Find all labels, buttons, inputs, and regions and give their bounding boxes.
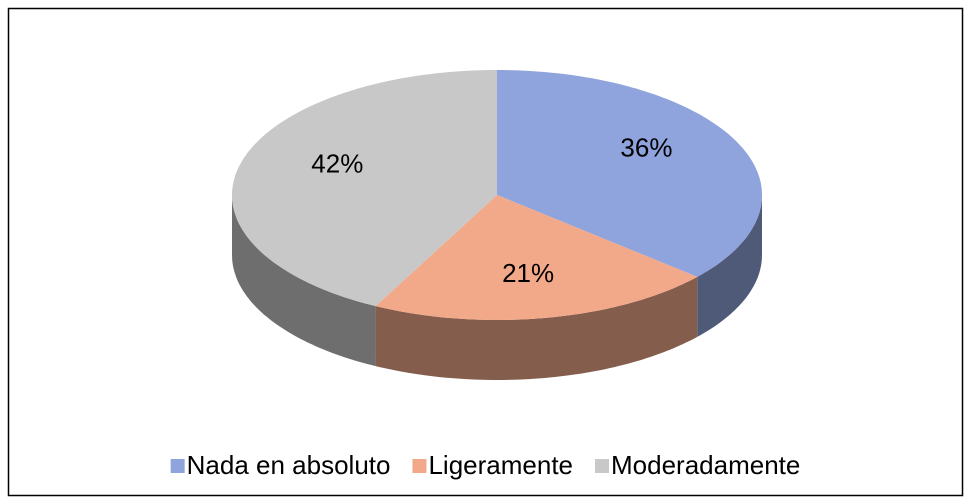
legend-swatch (170, 459, 185, 473)
pie-slice (375, 195, 698, 320)
pie-side (375, 276, 698, 380)
data-label: 42% (311, 149, 363, 179)
legend-label: Ligeramente (428, 450, 573, 480)
pie-slice (497, 70, 762, 277)
data-label: 21% (502, 258, 554, 288)
legend-swatch (595, 459, 610, 473)
pie-side (697, 195, 762, 337)
data-label: 36% (620, 132, 672, 162)
pie-slice (232, 70, 497, 307)
legend-swatch (412, 459, 427, 473)
legend-label: Moderadamente (611, 450, 800, 480)
legend-label: Nada en absoluto (187, 450, 391, 480)
